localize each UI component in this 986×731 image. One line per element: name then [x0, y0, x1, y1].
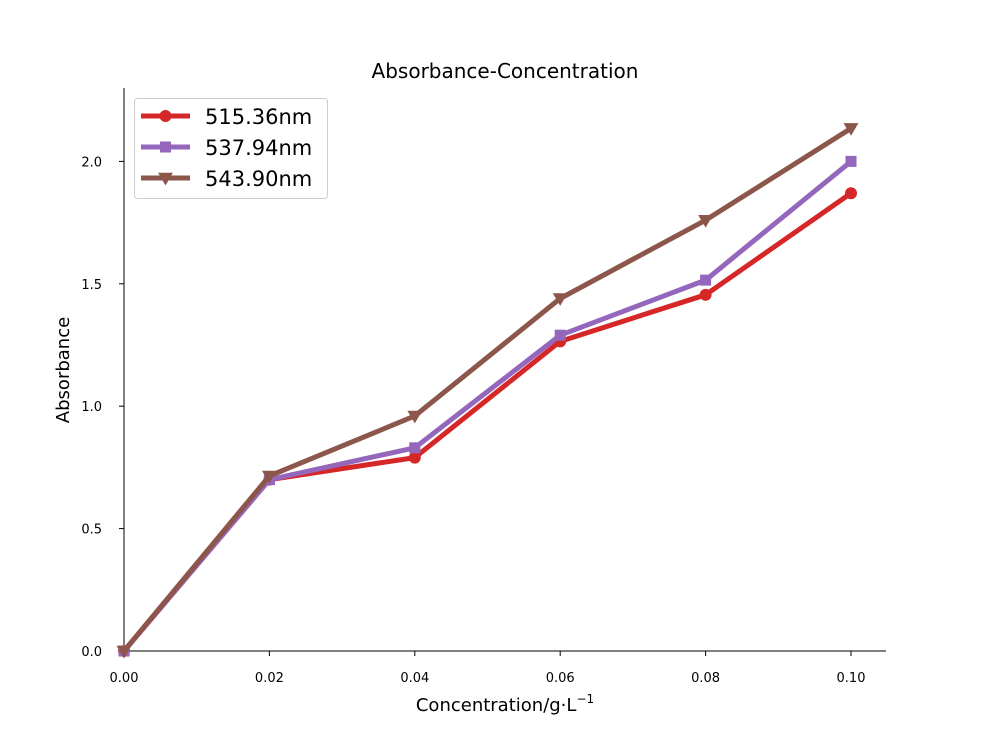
- data-point: [698, 214, 714, 228]
- legend-item: 537.94nm: [141, 136, 312, 160]
- data-point: [700, 274, 712, 286]
- axes: [123, 87, 886, 652]
- series-line: [122, 159, 853, 653]
- y-axis-ticks: 0.0 0.5 1.0 1.5 2.0: [81, 155, 124, 660]
- data-point: [554, 329, 566, 341]
- x-tick-label: 0.02: [255, 671, 284, 686]
- legend-swatch-marker: [158, 172, 173, 186]
- legend-label: 515.36nm: [205, 105, 312, 129]
- legend-item: 543.90nm: [141, 167, 312, 191]
- y-tick-label: 1.0: [81, 400, 102, 415]
- legend-label: 543.90nm: [205, 167, 312, 191]
- data-point: [407, 410, 423, 424]
- series-537.94nm: [118, 155, 857, 657]
- data-point: [261, 470, 277, 484]
- y-tick-label: 2.0: [81, 155, 102, 170]
- legend-label: 537.94nm: [205, 136, 312, 160]
- series-line: [122, 126, 853, 653]
- legend-box: [134, 98, 328, 199]
- legend-swatch-marker: [159, 141, 172, 153]
- x-tick-label: 0.04: [400, 671, 429, 686]
- x-tick-label: 0.06: [546, 671, 575, 686]
- x-axis-label: Concentration/g·L−1: [416, 692, 594, 716]
- data-point: [843, 123, 859, 136]
- data-point: [845, 187, 857, 200]
- series-515.36nm: [118, 187, 857, 657]
- series-line: [122, 191, 853, 653]
- data-point: [408, 451, 421, 464]
- data-point: [409, 442, 421, 454]
- legend-item: 515.36nm: [141, 105, 312, 129]
- data-point: [699, 288, 712, 301]
- x-axis-label-main: Concentration/g·L: [416, 695, 577, 716]
- x-tick-label: 0.10: [837, 671, 866, 686]
- data-point: [552, 293, 568, 306]
- legend: 515.36nm 537.94nm 543.90nm: [134, 98, 328, 199]
- y-tick-label: 1.5: [81, 278, 102, 293]
- chart-title: Absorbance-Concentration: [372, 59, 639, 83]
- y-tick-label: 0.0: [81, 645, 102, 660]
- y-tick-label: 0.5: [81, 523, 102, 538]
- data-point: [845, 155, 857, 167]
- x-tick-label: 0.00: [110, 671, 139, 686]
- y-axis-label: Absorbance: [53, 317, 74, 423]
- series-543.90nm: [116, 123, 859, 659]
- data-point: [116, 645, 132, 659]
- plot-series: [116, 123, 859, 659]
- x-axis-ticks: 0.00 0.02 0.04 0.06 0.08 0.10: [110, 651, 866, 686]
- legend-swatch-marker: [159, 110, 172, 122]
- x-axis-label-superscript: −1: [576, 692, 594, 706]
- x-tick-label: 0.08: [691, 671, 720, 686]
